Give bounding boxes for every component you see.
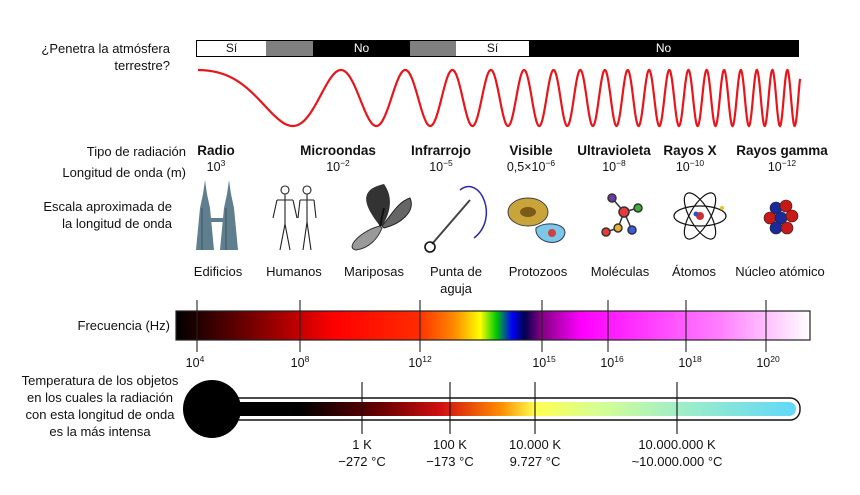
atmosphere-bar bbox=[196, 40, 799, 57]
temperature-label: Temperatura de los objetos en los cuales… bbox=[21, 373, 179, 439]
atmosphere-segment-partial bbox=[266, 41, 313, 56]
radiation-infrared: Infrarrojo 10−5 bbox=[410, 143, 471, 174]
frequency-tick: 1015 bbox=[532, 354, 556, 370]
atmosphere-segment-no: No bbox=[529, 41, 798, 56]
frequency-tick: 1016 bbox=[600, 354, 624, 370]
scale-object-nucleus: Núcleo atómico bbox=[735, 264, 825, 279]
butterfly-icon bbox=[351, 184, 412, 251]
thermometer-bulb bbox=[183, 380, 241, 438]
scale-label: Escala aproximada de la longitud de onda bbox=[43, 199, 172, 231]
wave-line bbox=[198, 68, 802, 128]
radiation-type-label: Tipo de radiación bbox=[86, 144, 186, 159]
radiation-microwave: Microondas 10−2 bbox=[300, 143, 376, 174]
protozoa-icon bbox=[507, 197, 566, 243]
scale-object-butterflies: Mariposas bbox=[344, 264, 404, 279]
radiation-xray: Rayos X 10−10 bbox=[663, 143, 717, 174]
atmosphere-segment-partial bbox=[410, 41, 456, 56]
scale-object-protozoa: Protozoos bbox=[508, 264, 568, 279]
scale-object-buildings: Edificios bbox=[193, 264, 243, 279]
scale-object-needle-tip: Punta de aguja bbox=[429, 264, 483, 296]
towers-icon bbox=[196, 180, 238, 250]
frequency-tick: 1018 bbox=[678, 354, 702, 370]
frequency-label: Frecuencia (Hz) bbox=[77, 318, 170, 333]
temperature-tick: 1 K −272 °C bbox=[338, 437, 386, 469]
thermometer bbox=[183, 380, 801, 438]
frequency-tick: 1012 bbox=[408, 354, 432, 370]
temperature-tick: 10.000 K 9.727 °C bbox=[508, 437, 562, 469]
thermometer-fill bbox=[204, 402, 796, 416]
scale-object-molecules: Moléculas bbox=[590, 264, 650, 279]
radiation-visible: Visible 0,5×10−6 bbox=[506, 143, 556, 174]
radiation-radio: Radio 103 bbox=[197, 143, 235, 174]
needle-icon bbox=[424, 185, 488, 253]
wave-graphic bbox=[198, 68, 802, 128]
temperature-tick: 10.000.000 K ~10.000.000 °C bbox=[631, 437, 723, 469]
radiation-gamma: Rayos gamma 10−12 bbox=[736, 143, 828, 174]
atmosphere-segment-yes: Sí bbox=[197, 41, 266, 56]
scale-object-atoms: Átomos bbox=[671, 264, 717, 279]
frequency-tick: 1020 bbox=[756, 354, 780, 370]
radiation-ultraviolet: Ultravioleta 10−8 bbox=[577, 143, 651, 174]
spectrum-bar bbox=[175, 310, 811, 341]
atmosphere-question: ¿Penetra la atmósfera terrestre? bbox=[41, 41, 170, 73]
frequency-spectrum bbox=[175, 300, 811, 352]
atmosphere-segment-yes: Sí bbox=[456, 41, 529, 56]
scale-object-humans: Humanos bbox=[266, 264, 322, 279]
frequency-tick: 104 bbox=[185, 354, 205, 370]
wavelength-label: Longitud de onda (m) bbox=[62, 165, 186, 180]
frequency-tick: 108 bbox=[290, 354, 310, 370]
temperature-tick: 100 K −173 °C bbox=[426, 437, 474, 469]
atmosphere-segment-no: No bbox=[313, 41, 410, 56]
molecule-icon bbox=[601, 193, 643, 237]
humans-icon bbox=[272, 185, 317, 251]
scale-icons bbox=[196, 180, 799, 253]
nucleus-icon bbox=[763, 199, 799, 235]
atom-icon bbox=[673, 192, 727, 240]
